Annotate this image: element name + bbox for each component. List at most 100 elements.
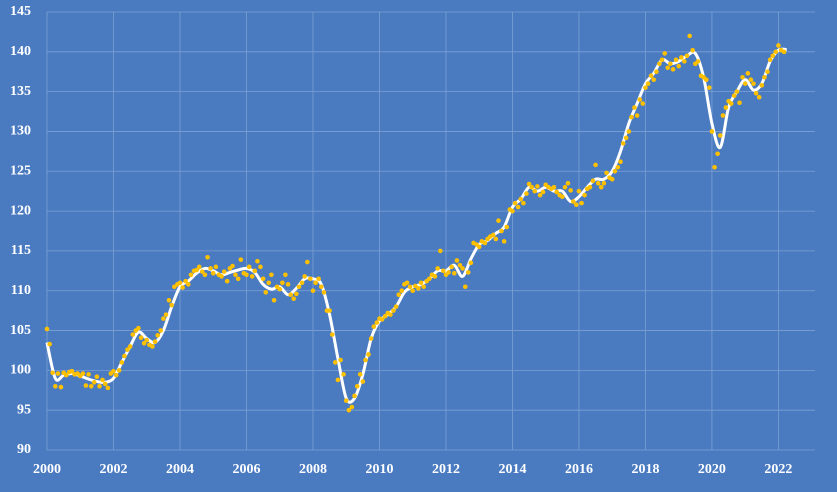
data-point	[354, 383, 360, 389]
data-point	[654, 69, 659, 75]
data-point	[598, 184, 604, 190]
data-point	[662, 51, 668, 56]
x-tick-label: 2022	[764, 462, 792, 477]
data-point	[371, 324, 377, 329]
data-point	[58, 384, 64, 390]
data-point	[202, 272, 208, 278]
data-point	[510, 208, 515, 214]
y-tick-label: 125	[10, 163, 31, 178]
data-point	[521, 200, 526, 206]
data-point	[130, 332, 136, 337]
data-point	[416, 286, 421, 291]
y-tick-label: 110	[11, 283, 31, 298]
data-point	[332, 360, 338, 365]
data-point	[125, 347, 130, 352]
data-point	[618, 159, 623, 165]
x-tick-label: 2004	[166, 462, 194, 477]
data-point	[327, 308, 332, 313]
data-point	[235, 276, 241, 282]
data-point	[432, 274, 438, 279]
data-point	[127, 344, 133, 349]
data-point	[136, 325, 141, 331]
data-point	[152, 339, 158, 344]
data-point	[590, 178, 596, 184]
data-point	[651, 77, 657, 82]
data-point	[321, 290, 327, 295]
data-point	[421, 284, 426, 290]
data-point	[258, 264, 263, 270]
data-point	[177, 280, 183, 286]
data-point	[427, 276, 432, 282]
data-point	[418, 280, 424, 286]
data-point	[91, 380, 97, 385]
data-point	[512, 200, 518, 206]
data-point	[363, 357, 368, 363]
data-point	[399, 288, 405, 294]
data-point	[570, 199, 576, 204]
data-point	[676, 63, 681, 69]
data-point	[230, 263, 235, 269]
data-point	[249, 274, 255, 279]
data-point	[737, 100, 742, 106]
data-point	[490, 232, 496, 238]
data-point	[524, 191, 529, 196]
data-point	[504, 224, 510, 230]
data-point	[269, 272, 274, 278]
x-tick-label: 2010	[365, 462, 393, 477]
data-point	[150, 344, 155, 349]
data-point	[501, 239, 507, 244]
data-point	[313, 280, 318, 286]
data-point	[277, 286, 283, 292]
data-point	[751, 81, 756, 86]
data-point	[158, 328, 164, 333]
data-point	[308, 276, 313, 282]
data-point	[720, 113, 726, 118]
data-point	[393, 304, 399, 309]
data-point	[144, 337, 150, 343]
data-point	[767, 57, 773, 63]
data-point	[208, 266, 213, 271]
data-point	[690, 47, 695, 53]
data-point	[731, 93, 737, 98]
data-point	[560, 194, 565, 200]
data-point	[169, 302, 174, 308]
data-point	[105, 385, 111, 391]
data-point	[288, 292, 293, 298]
data-point	[457, 262, 463, 268]
data-point	[219, 274, 224, 279]
data-point	[742, 81, 748, 86]
data-point	[637, 97, 643, 102]
data-point	[44, 326, 50, 332]
data-point	[213, 264, 219, 270]
data-point	[673, 57, 679, 63]
x-tick-label: 2000	[33, 462, 61, 477]
data-point	[682, 59, 687, 64]
data-point	[482, 240, 488, 246]
data-point	[620, 141, 626, 146]
data-point	[88, 383, 94, 389]
data-point	[63, 372, 69, 378]
data-point	[396, 292, 402, 298]
data-point	[407, 284, 413, 290]
data-point	[573, 202, 579, 208]
data-point	[468, 260, 474, 266]
data-point	[138, 335, 144, 341]
data-point	[562, 184, 568, 190]
x-tick-label: 2016	[565, 462, 593, 477]
data-point	[770, 53, 776, 59]
data-point	[648, 73, 654, 79]
data-point	[695, 59, 701, 64]
data-point	[238, 257, 244, 262]
data-point	[299, 280, 305, 286]
data-point	[759, 82, 765, 88]
data-point	[632, 105, 637, 110]
data-point	[465, 270, 471, 275]
data-point	[493, 236, 499, 242]
data-point	[86, 372, 91, 377]
data-point	[100, 377, 105, 383]
data-point	[609, 176, 615, 182]
data-point	[210, 270, 216, 276]
data-point	[271, 297, 277, 303]
data-point	[360, 379, 366, 384]
